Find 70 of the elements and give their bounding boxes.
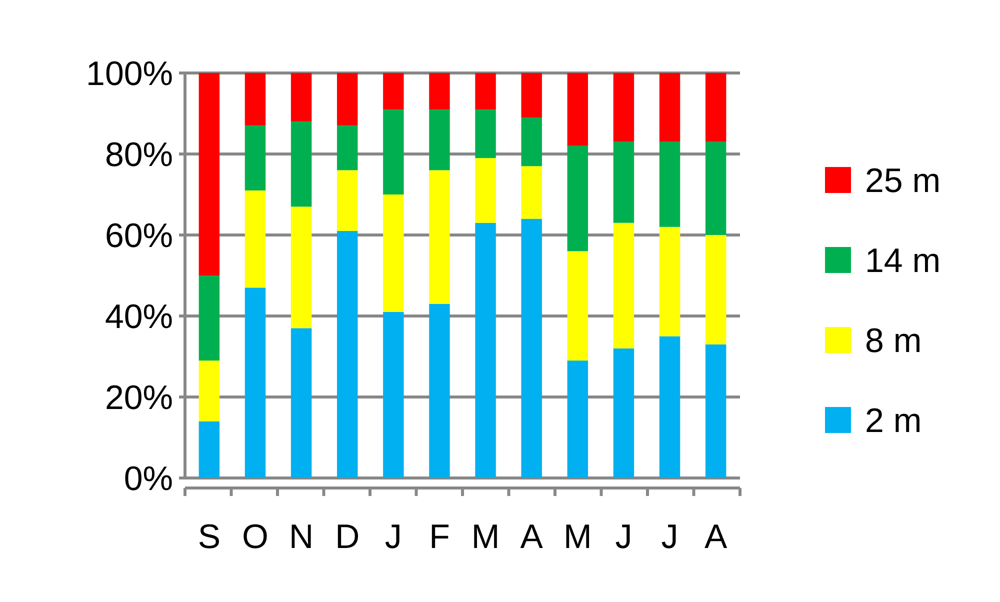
y-tick-label: 40% xyxy=(104,298,173,336)
bar xyxy=(659,226,680,336)
bar xyxy=(475,222,496,478)
x-tick-label: J xyxy=(615,518,632,556)
bar xyxy=(521,166,542,219)
bar xyxy=(244,288,266,478)
bar xyxy=(244,73,266,126)
bar xyxy=(429,170,450,304)
bar xyxy=(567,146,588,252)
bar xyxy=(336,73,358,126)
y-tick-label: 80% xyxy=(104,136,173,174)
bar xyxy=(336,126,358,170)
y-tick-label: 0% xyxy=(124,460,173,498)
bar xyxy=(475,109,496,158)
bar xyxy=(521,73,542,118)
x-tick-label: S xyxy=(198,518,221,556)
x-tick-label: F xyxy=(429,518,450,556)
bar xyxy=(475,73,496,110)
x-tick-label: O xyxy=(242,518,268,556)
bar xyxy=(705,73,726,142)
x-tick-label: N xyxy=(289,518,314,556)
bar xyxy=(383,109,404,194)
bar xyxy=(705,235,726,344)
bar xyxy=(613,142,634,223)
bar xyxy=(198,421,220,478)
legend-label: 8 m xyxy=(865,322,922,360)
legend-label: 14 m xyxy=(865,242,941,280)
bar xyxy=(659,336,680,478)
x-tick-label: A xyxy=(704,518,728,556)
x-tick-label: J xyxy=(384,518,402,556)
legend-label: 25 m xyxy=(865,162,941,200)
bar xyxy=(290,328,312,478)
bar xyxy=(383,73,404,110)
bar xyxy=(290,206,312,328)
bar xyxy=(613,348,634,478)
y-tick-label: 100% xyxy=(86,54,173,93)
bar xyxy=(383,312,404,478)
bar xyxy=(336,230,358,478)
x-tick-label: M xyxy=(471,518,500,556)
y-tick-label: 20% xyxy=(104,378,173,417)
bar xyxy=(659,73,680,142)
bar xyxy=(429,73,450,110)
bar xyxy=(198,360,220,422)
bar xyxy=(567,73,588,146)
bar xyxy=(198,276,220,361)
bar xyxy=(521,118,542,166)
bar xyxy=(429,304,450,478)
bar xyxy=(290,122,312,207)
bar xyxy=(521,218,542,478)
bar xyxy=(475,158,496,223)
bar xyxy=(290,73,312,122)
bar xyxy=(244,190,266,288)
bar xyxy=(336,170,358,231)
bar xyxy=(705,142,726,235)
bar xyxy=(705,344,726,478)
y-tick-label: 60% xyxy=(104,216,173,255)
x-tick-label: J xyxy=(661,518,678,556)
bar xyxy=(613,222,634,348)
bar xyxy=(198,73,220,276)
bar xyxy=(659,142,680,227)
bar xyxy=(244,126,266,190)
bar xyxy=(613,73,634,142)
x-tick-label: D xyxy=(335,518,360,556)
bar xyxy=(567,251,588,361)
bar xyxy=(567,360,588,478)
bar xyxy=(429,109,450,170)
bar xyxy=(383,194,404,312)
x-tick-label: A xyxy=(520,518,544,556)
x-tick-label: M xyxy=(563,518,592,556)
legend-label: 2 m xyxy=(865,402,922,440)
